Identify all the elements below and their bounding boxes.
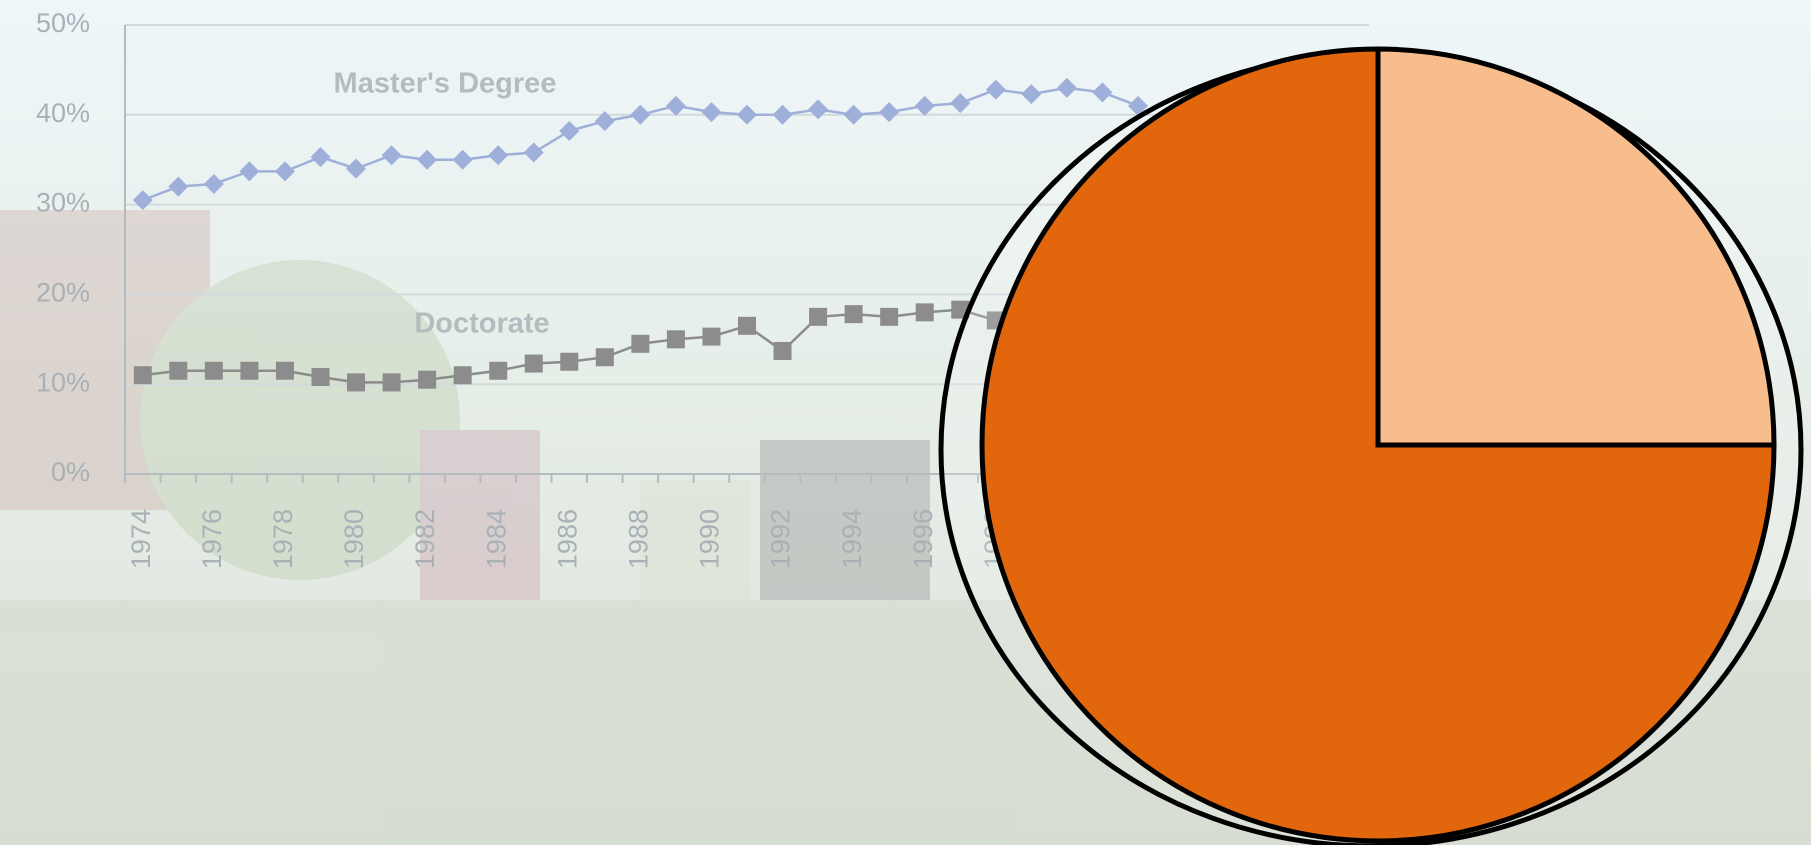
marker (667, 330, 685, 348)
x-tick-label: 1990 (695, 509, 725, 569)
marker (489, 362, 507, 380)
x-tick-label: 1984 (481, 509, 511, 569)
marker (418, 371, 436, 389)
marker (774, 342, 792, 360)
marker (240, 362, 258, 380)
y-tick-label: 20% (36, 278, 90, 308)
marker (916, 303, 934, 321)
y-tick-label: 10% (36, 367, 90, 397)
marker (347, 373, 365, 391)
marker (880, 308, 898, 326)
slide: Master's Degree Doctorate 0% 10% 20% 30% 40%… (0, 0, 1811, 845)
annotation: Master's Degree (334, 68, 557, 100)
marker (738, 317, 756, 335)
annotation: Doctorate (414, 308, 549, 340)
marker (205, 362, 223, 380)
marker (169, 362, 187, 380)
y-tick-label: 0% (51, 457, 90, 487)
marker (702, 328, 720, 346)
marker (809, 308, 827, 326)
x-tick-label: 1982 (410, 509, 440, 569)
marker (454, 366, 472, 384)
x-tick-label: 1978 (268, 509, 298, 569)
x-tick-label: 1994 (837, 509, 867, 569)
marker (311, 368, 329, 386)
marker (845, 305, 863, 323)
marker (560, 353, 578, 371)
marker (134, 366, 152, 384)
x-tick-label: 1996 (908, 509, 938, 569)
marker (525, 355, 543, 373)
page: Master's Degree Doctorate 0% 10% 20% 30% 40%… (0, 0, 1811, 845)
y-tick-label: 50% (36, 8, 90, 38)
x-tick-label: 1992 (766, 509, 796, 569)
marker (596, 348, 614, 366)
x-tick-label: 1988 (623, 509, 653, 569)
x-tick-label: 1976 (197, 509, 227, 569)
marker (276, 362, 294, 380)
x-tick-label: 1980 (339, 509, 369, 569)
x-tick-label: 1986 (552, 509, 582, 569)
x-tick-label: 1974 (126, 509, 156, 569)
y-tick-label: 40% (36, 98, 90, 128)
marker (383, 373, 401, 391)
y-tick-label: 30% (36, 188, 90, 218)
marker (631, 335, 649, 353)
